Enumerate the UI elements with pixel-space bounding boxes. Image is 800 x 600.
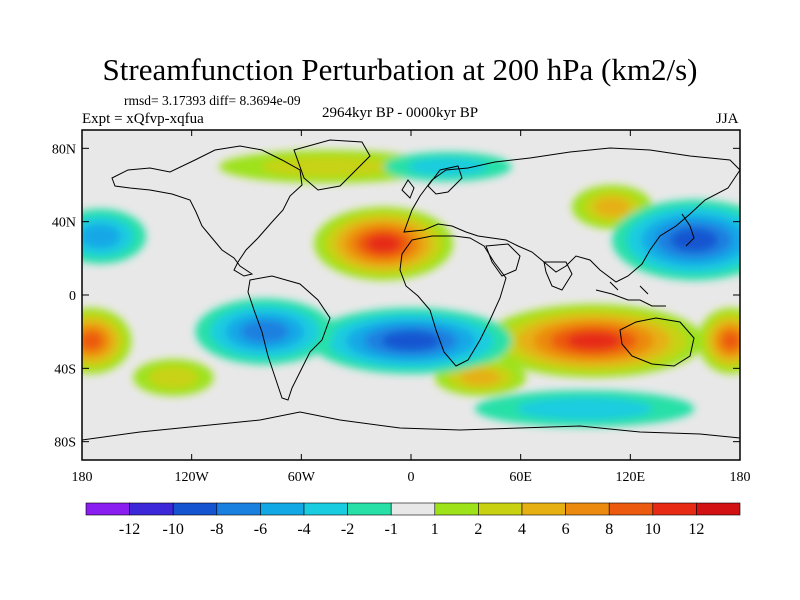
coastline-antarctica xyxy=(82,411,740,441)
anomaly-contour xyxy=(517,397,653,420)
colorbar-label: -8 xyxy=(210,521,223,538)
coastline-japan xyxy=(681,213,695,247)
colorbar-swatch xyxy=(565,502,610,516)
coastline-north-america xyxy=(111,145,303,277)
colorbar-label: 10 xyxy=(645,521,661,538)
coastline-uk xyxy=(401,179,415,199)
anomaly-contour xyxy=(366,234,401,253)
anomaly-positive-6 xyxy=(133,359,214,396)
colorbar-label: -10 xyxy=(163,521,184,538)
period-label: 2964kyr BP - 0000kyr BP xyxy=(322,105,479,121)
anomaly-positive-0 xyxy=(314,207,454,281)
colorbar-swatch xyxy=(608,502,654,516)
colorbar-swatch xyxy=(478,502,523,516)
coastline-india xyxy=(543,261,573,291)
anomaly-contour xyxy=(594,197,630,217)
x-tick-label: 120E xyxy=(616,470,646,485)
chart-title: Streamfunction Perturbation at 200 hPa (… xyxy=(102,52,698,87)
colorbar-label: 4 xyxy=(518,521,526,538)
experiment-label: Expt = xQfvp-xqfua xyxy=(82,111,204,127)
x-tick-label: 60E xyxy=(509,470,532,485)
anomaly-positive-1 xyxy=(484,304,704,378)
anomaly-positive-3 xyxy=(697,307,740,374)
y-tick-label: 40S xyxy=(54,362,76,377)
coastline-greenland xyxy=(293,139,371,191)
colorbar-label: 2 xyxy=(474,521,482,538)
coastline-scandinavia xyxy=(427,165,463,195)
field-anomalies xyxy=(82,150,740,427)
anomaly-contour xyxy=(261,156,397,177)
anomaly-negative-13 xyxy=(383,152,512,182)
y-tick-label: 80S xyxy=(54,436,76,451)
colorbar-swatch xyxy=(216,502,261,516)
colorbar-swatch xyxy=(172,502,218,516)
anomaly-contour xyxy=(240,320,289,344)
y-tick-label: 80N xyxy=(52,142,76,157)
coastline-eurasia xyxy=(403,147,740,283)
colorbar-swatch xyxy=(696,502,741,516)
coastline-maritime-asia xyxy=(595,281,666,307)
colorbar-swatch xyxy=(521,502,566,516)
colorbar-swatch xyxy=(85,502,130,516)
colorbar-label: 1 xyxy=(431,521,439,538)
colorbar-label: -6 xyxy=(254,521,267,538)
coastlines xyxy=(82,139,740,441)
colorbar-swatch xyxy=(390,502,436,516)
coastline-south-america xyxy=(247,275,331,401)
anomaly-negative-9 xyxy=(310,307,512,374)
x-tick-label: 0 xyxy=(408,470,415,485)
colorbar-swatch xyxy=(129,502,174,516)
x-tick-label: 180 xyxy=(730,470,751,485)
x-tick-label: 180 xyxy=(72,470,93,485)
stats-label: rmsd= 3.17393 diff= 8.3694e-09 xyxy=(124,93,301,108)
anomaly-negative-10 xyxy=(195,298,335,365)
colorbar-swatch xyxy=(434,502,479,516)
colorbar: -12 -10 -8 -6 -4 -2 -1 1 2 4 6 8 10 12 xyxy=(85,502,741,538)
anomaly-contour xyxy=(148,366,199,389)
anomaly-negative-11 xyxy=(82,208,146,264)
map-area xyxy=(82,130,740,460)
y-tick-label: 0 xyxy=(69,289,76,304)
colorbar-label: -2 xyxy=(341,521,354,538)
y-tick-label: 40N xyxy=(52,216,76,231)
colorbar-label: -12 xyxy=(119,521,140,538)
anomaly-positive-7 xyxy=(219,150,439,184)
coastline-africa xyxy=(399,235,507,367)
anomaly-negative-12 xyxy=(474,390,695,427)
colorbar-swatch xyxy=(260,502,305,516)
colorbar-label: -1 xyxy=(385,521,398,538)
season-label: JJA xyxy=(716,111,739,127)
colorbar-swatch xyxy=(652,502,697,516)
anomaly-contour xyxy=(382,331,440,351)
anomaly-contour xyxy=(721,331,740,351)
anomaly-contour xyxy=(460,369,501,386)
anomaly-contour xyxy=(567,331,621,350)
coastline-australia xyxy=(619,317,695,367)
x-tick-label: 60W xyxy=(288,470,316,485)
anomaly-contour xyxy=(82,331,103,351)
colorbar-swatch xyxy=(303,502,348,516)
anomaly-contour xyxy=(82,224,121,249)
anomaly-positive-2 xyxy=(82,307,132,374)
coastline-arabia xyxy=(485,243,521,277)
axis-ticks: 180 120W 60W 0 60E 120E 180 80N 40N 0 40S 80S xyxy=(52,130,751,485)
anomaly-contour xyxy=(408,157,487,176)
colorbar-label: 6 xyxy=(562,521,570,538)
x-tick-label: 120W xyxy=(175,470,210,485)
anomaly-contour xyxy=(670,228,718,252)
colorbar-label: 12 xyxy=(688,521,704,538)
anomaly-negative-8 xyxy=(612,199,740,281)
colorbar-label: 8 xyxy=(605,521,613,538)
colorbar-swatch xyxy=(347,502,392,516)
colorbar-label: -4 xyxy=(297,521,310,538)
